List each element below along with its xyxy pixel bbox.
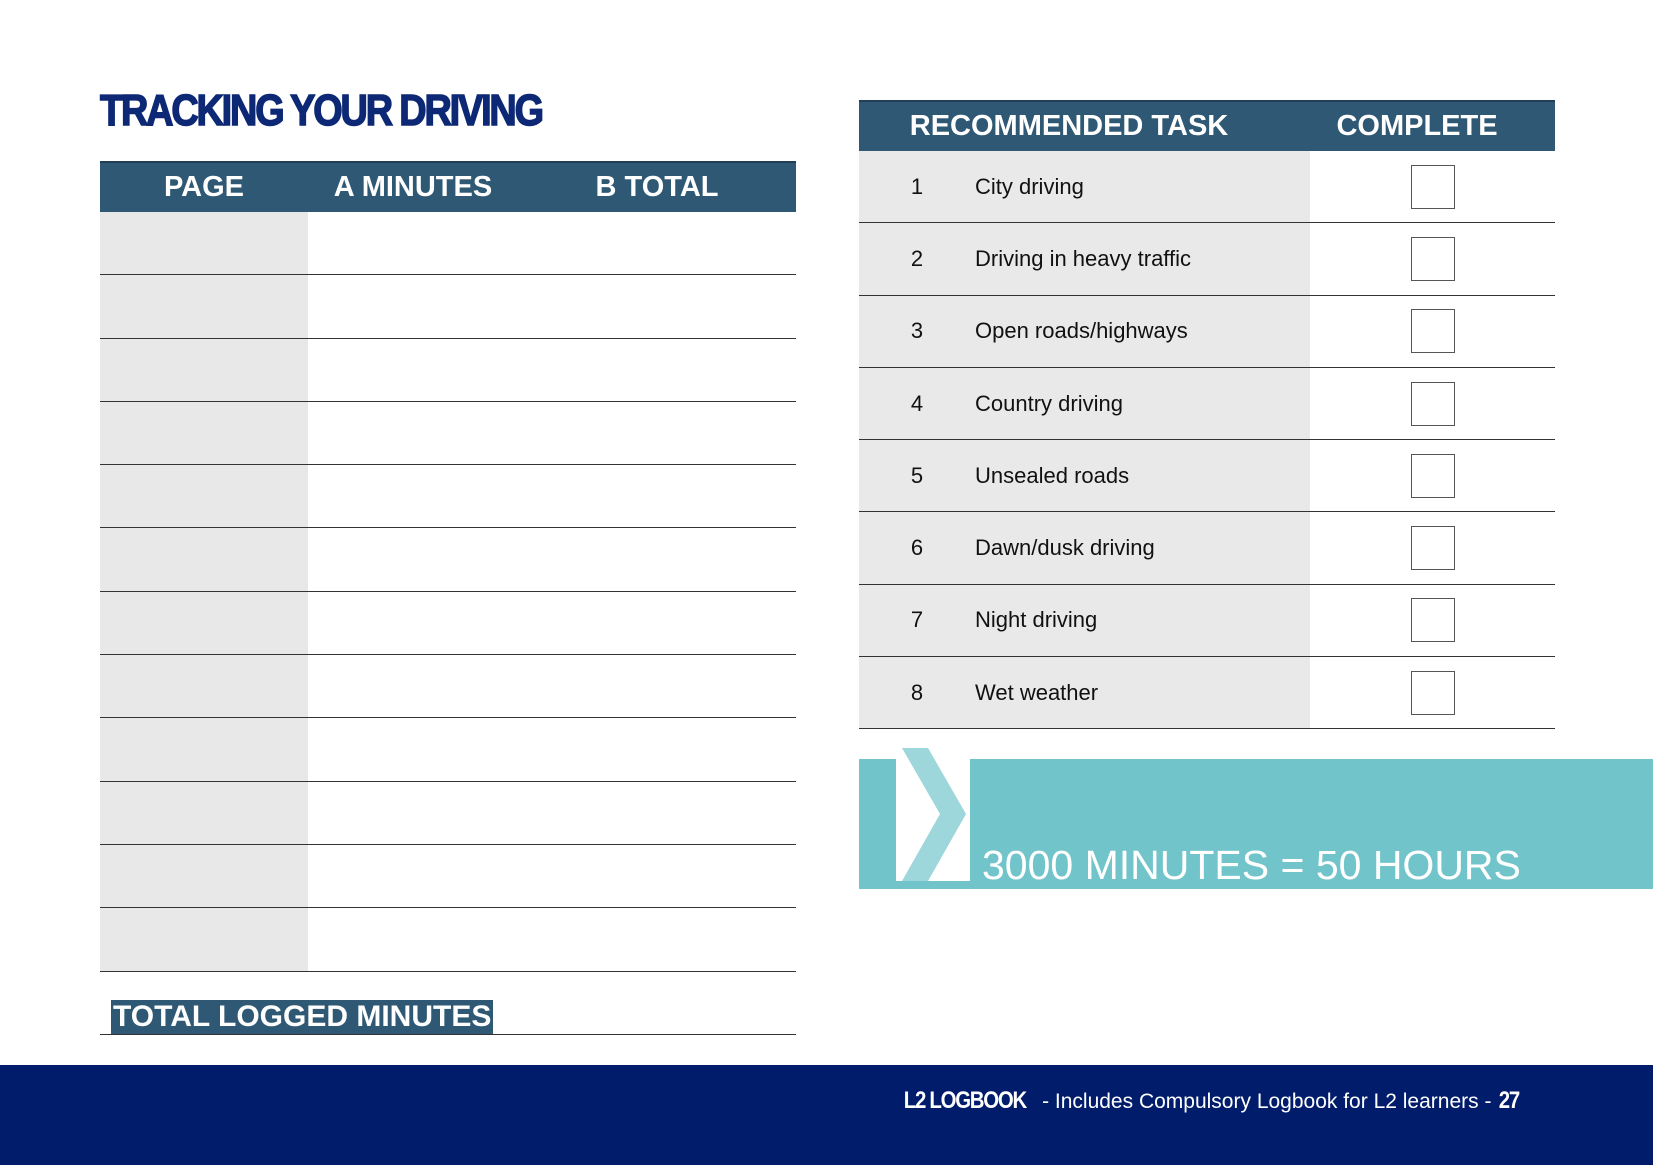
- log-row: [100, 528, 796, 592]
- task-number: 7: [910, 607, 924, 633]
- task-row: 1 City driving: [859, 151, 1555, 224]
- page-cell[interactable]: [100, 655, 308, 718]
- complete-checkbox[interactable]: [1410, 598, 1455, 643]
- info-banner: [859, 759, 1653, 889]
- banner-text: 3000 MINUTES = 50 HOURS: [982, 842, 1521, 888]
- complete-checkbox[interactable]: [1410, 309, 1455, 354]
- task-number: 1: [910, 173, 924, 199]
- log-table-header: PAGE A MINUTES B TOTAL: [100, 161, 796, 212]
- minutes-cell[interactable]: [308, 908, 796, 970]
- page-cell[interactable]: [100, 338, 308, 401]
- task-label: Open roads/highways: [975, 318, 1188, 344]
- task-label: Country driving: [975, 390, 1123, 416]
- task-label: Unsealed roads: [975, 462, 1130, 488]
- complete-checkbox[interactable]: [1410, 381, 1455, 426]
- minutes-cell[interactable]: [308, 465, 796, 527]
- page-cell[interactable]: [100, 465, 308, 528]
- task-table: RECOMMENDED TASK COMPLETE 1 City driving 2…: [859, 100, 1555, 730]
- task-number: 2: [910, 245, 924, 271]
- log-row: [100, 275, 796, 339]
- task-number: 5: [910, 462, 924, 488]
- complete-checkbox[interactable]: [1410, 236, 1455, 281]
- task-table-header: RECOMMENDED TASK COMPLETE: [859, 100, 1555, 151]
- total-row: TOTAL LOGGED MINUTES: [100, 972, 796, 1035]
- task-row: 4 Country driving: [859, 367, 1555, 441]
- log-row: [100, 465, 796, 529]
- minutes-cell[interactable]: [308, 528, 796, 590]
- minutes-cell[interactable]: [308, 212, 796, 274]
- task-label: Night driving: [975, 607, 1098, 633]
- task-row: 8 Wet weather: [859, 657, 1555, 730]
- header-a-minutes: A MINUTES: [333, 171, 493, 203]
- task-row: 7 Night driving: [859, 584, 1555, 658]
- task-label: Driving in heavy traffic: [975, 245, 1192, 271]
- complete-checkbox[interactable]: [1410, 164, 1455, 209]
- header-complete: COMPLETE: [1336, 110, 1498, 142]
- minutes-cell[interactable]: [308, 592, 796, 654]
- page-cell[interactable]: [100, 781, 308, 844]
- log-row: [100, 844, 796, 909]
- complete-checkbox[interactable]: [1410, 670, 1455, 715]
- minutes-cell[interactable]: [308, 275, 796, 337]
- chevron-icon: [896, 748, 970, 881]
- task-label: City driving: [975, 173, 1084, 199]
- log-row: [100, 401, 796, 466]
- task-number: 6: [910, 535, 924, 561]
- minutes-cell[interactable]: [308, 845, 796, 907]
- footer-text: - Includes Compulsory Logbook for L2 lea…: [1036, 1090, 1498, 1113]
- log-row: [100, 212, 796, 276]
- task-number: 4: [910, 390, 924, 416]
- log-row: [100, 338, 796, 402]
- page-title: TRACKING YOUR DRIVING: [99, 85, 544, 136]
- footer-brand: L2 LOGBOOK: [903, 1087, 1026, 1114]
- header-page: PAGE: [163, 171, 245, 203]
- page-cell[interactable]: [100, 718, 308, 781]
- minutes-cell[interactable]: [308, 339, 796, 401]
- task-number: 3: [910, 318, 924, 344]
- page-cell[interactable]: [100, 275, 308, 338]
- log-row: [100, 591, 796, 656]
- page-number: 27: [1499, 1087, 1520, 1114]
- task-label: Wet weather: [975, 679, 1099, 705]
- task-number: 8: [910, 679, 924, 705]
- header-task: RECOMMENDED TASK: [909, 110, 1229, 142]
- page-cell[interactable]: [100, 591, 308, 655]
- footer: L2 LOGBOOK - Includes Compulsory Logbook…: [0, 1065, 1653, 1165]
- page-cell[interactable]: [100, 212, 308, 275]
- total-label: TOTAL LOGGED MINUTES: [111, 999, 494, 1034]
- log-table: PAGE A MINUTES B TOTAL TOTAL LOGGED MINU…: [100, 161, 796, 1035]
- task-label: Dawn/dusk driving: [975, 535, 1155, 561]
- minutes-cell[interactable]: [308, 718, 796, 780]
- task-row: 3 Open roads/highways: [859, 295, 1555, 368]
- page-cell[interactable]: [100, 401, 308, 465]
- log-row: [100, 655, 796, 719]
- task-row: 5 Unsealed roads: [859, 440, 1555, 513]
- minutes-cell[interactable]: [308, 782, 796, 844]
- task-row: 2 Driving in heavy traffic: [859, 223, 1555, 296]
- page-cell[interactable]: [100, 844, 308, 908]
- complete-checkbox[interactable]: [1410, 526, 1455, 571]
- minutes-cell[interactable]: [308, 655, 796, 717]
- task-row: 6 Dawn/dusk driving: [859, 512, 1555, 585]
- log-row: [100, 908, 796, 972]
- page-cell[interactable]: [100, 528, 308, 591]
- page-cell[interactable]: [100, 908, 308, 971]
- log-row: [100, 781, 796, 845]
- minutes-cell[interactable]: [308, 402, 796, 464]
- log-row: [100, 718, 796, 782]
- header-b-total: B TOTAL: [595, 171, 719, 203]
- complete-checkbox[interactable]: [1410, 453, 1455, 498]
